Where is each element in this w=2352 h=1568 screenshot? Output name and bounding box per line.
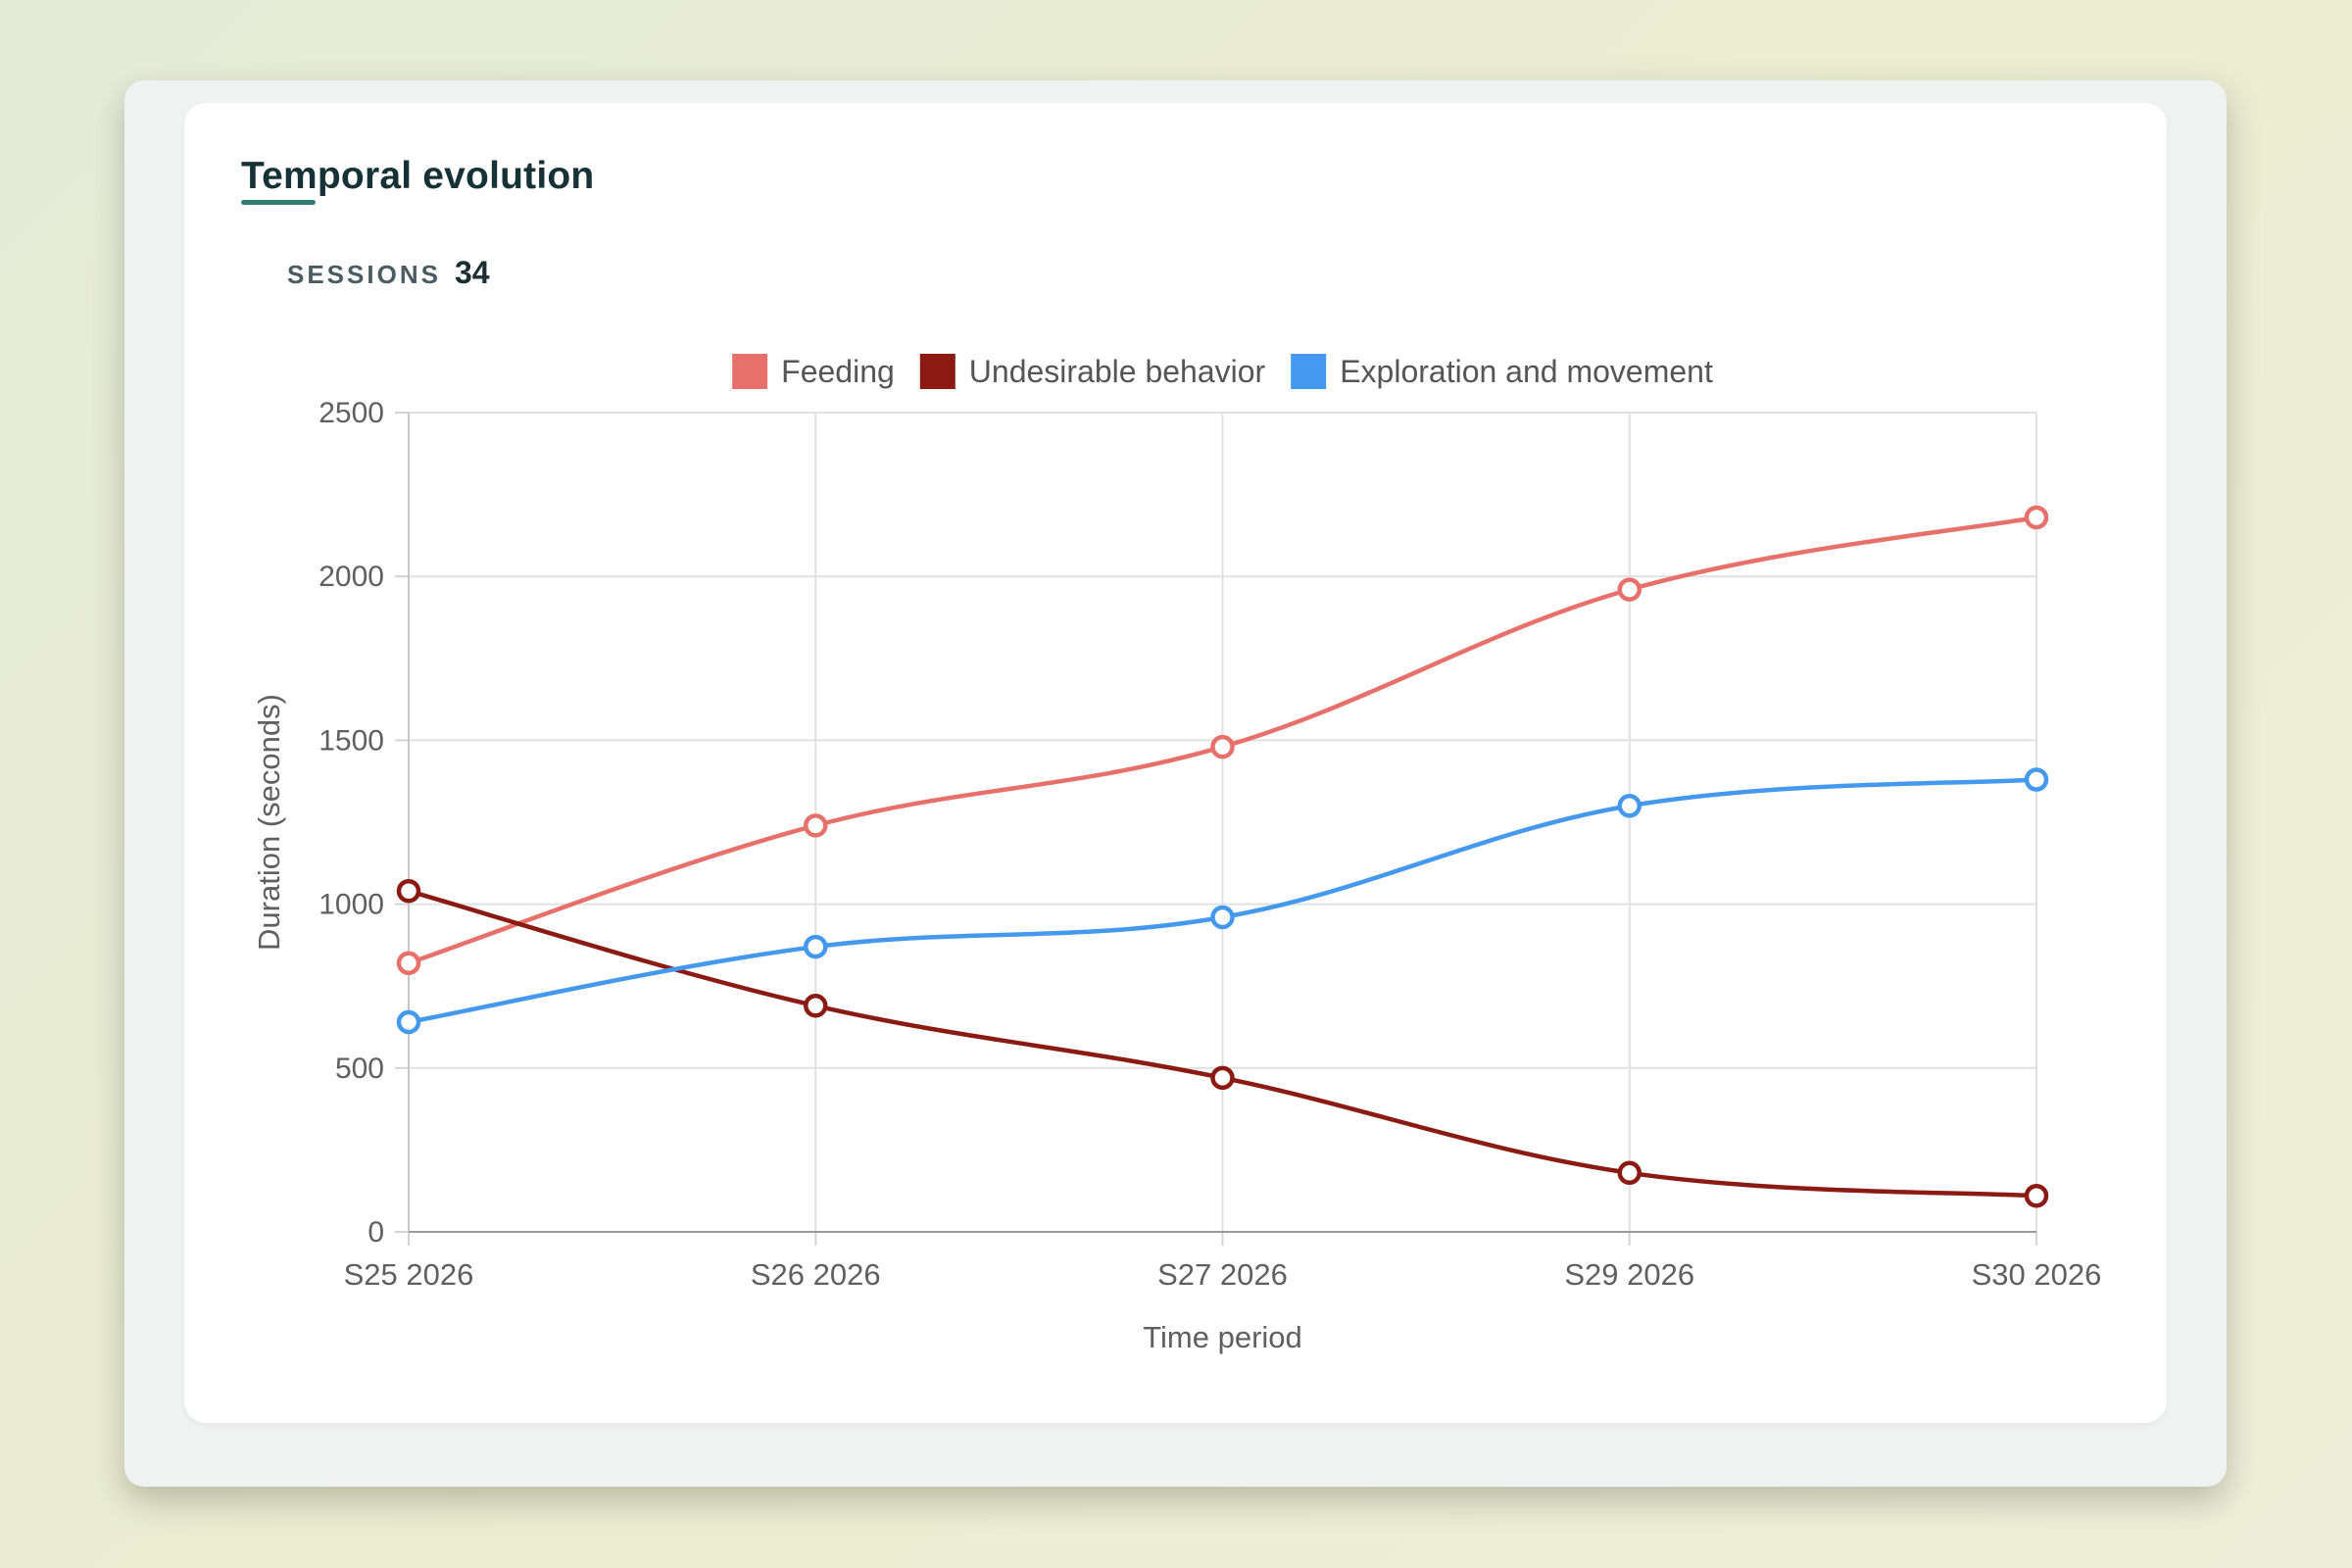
data-point-exploration-and-movement: [1210, 905, 1235, 930]
data-point-undesirable-behavior: [1210, 1065, 1235, 1091]
data-point-feeding: [396, 951, 421, 976]
sessions-summary: SESSIONS 34: [287, 255, 490, 291]
y-tick-label: 500: [335, 1053, 384, 1085]
data-point-feeding: [1210, 734, 1235, 760]
x-tick-label: S25 2026: [344, 1257, 474, 1292]
legend-label-feeding: Feeding: [781, 354, 895, 389]
y-tick-label: 2000: [318, 561, 384, 593]
legend-swatch-feeding: [732, 354, 768, 389]
chart-card: [184, 103, 2167, 1423]
legend-label-undesirable-behavior: Undesirable behavior: [969, 354, 1266, 389]
card-title: Temporal evolution: [241, 155, 595, 197]
data-point-undesirable-behavior: [2024, 1183, 2049, 1208]
x-tick-label: S26 2026: [751, 1257, 881, 1292]
x-tick-label: S27 2026: [1157, 1257, 1288, 1292]
data-point-exploration-and-movement: [804, 934, 828, 959]
y-tick-label: 0: [368, 1216, 384, 1249]
data-point-undesirable-behavior: [396, 878, 421, 904]
y-tick-label: 1500: [318, 724, 384, 757]
y-axis-title: Duration (seconds): [252, 694, 286, 951]
sessions-value: 34: [454, 255, 490, 290]
legend-label-exploration-and-movement: Exploration and movement: [1340, 354, 1713, 389]
data-point-undesirable-behavior: [1617, 1160, 1642, 1186]
x-axis-title: Time period: [1143, 1320, 1302, 1354]
data-point-feeding: [804, 813, 828, 838]
data-point-exploration-and-movement: [396, 1009, 421, 1035]
sessions-label: SESSIONS: [287, 260, 441, 289]
legend-swatch-undesirable-behavior: [919, 354, 956, 389]
data-point-feeding: [2024, 505, 2049, 530]
data-point-undesirable-behavior: [804, 994, 828, 1018]
x-tick-label: S30 2026: [1972, 1257, 2102, 1292]
y-tick-label: 1000: [318, 889, 384, 921]
legend-swatch-exploration-and-movement: [1291, 354, 1327, 389]
x-tick-label: S29 2026: [1564, 1257, 1694, 1292]
data-point-feeding: [1617, 577, 1642, 602]
title-underline: [241, 200, 316, 205]
data-point-exploration-and-movement: [2024, 767, 2049, 792]
y-tick-label: 2500: [318, 397, 384, 429]
data-point-exploration-and-movement: [1617, 794, 1642, 818]
